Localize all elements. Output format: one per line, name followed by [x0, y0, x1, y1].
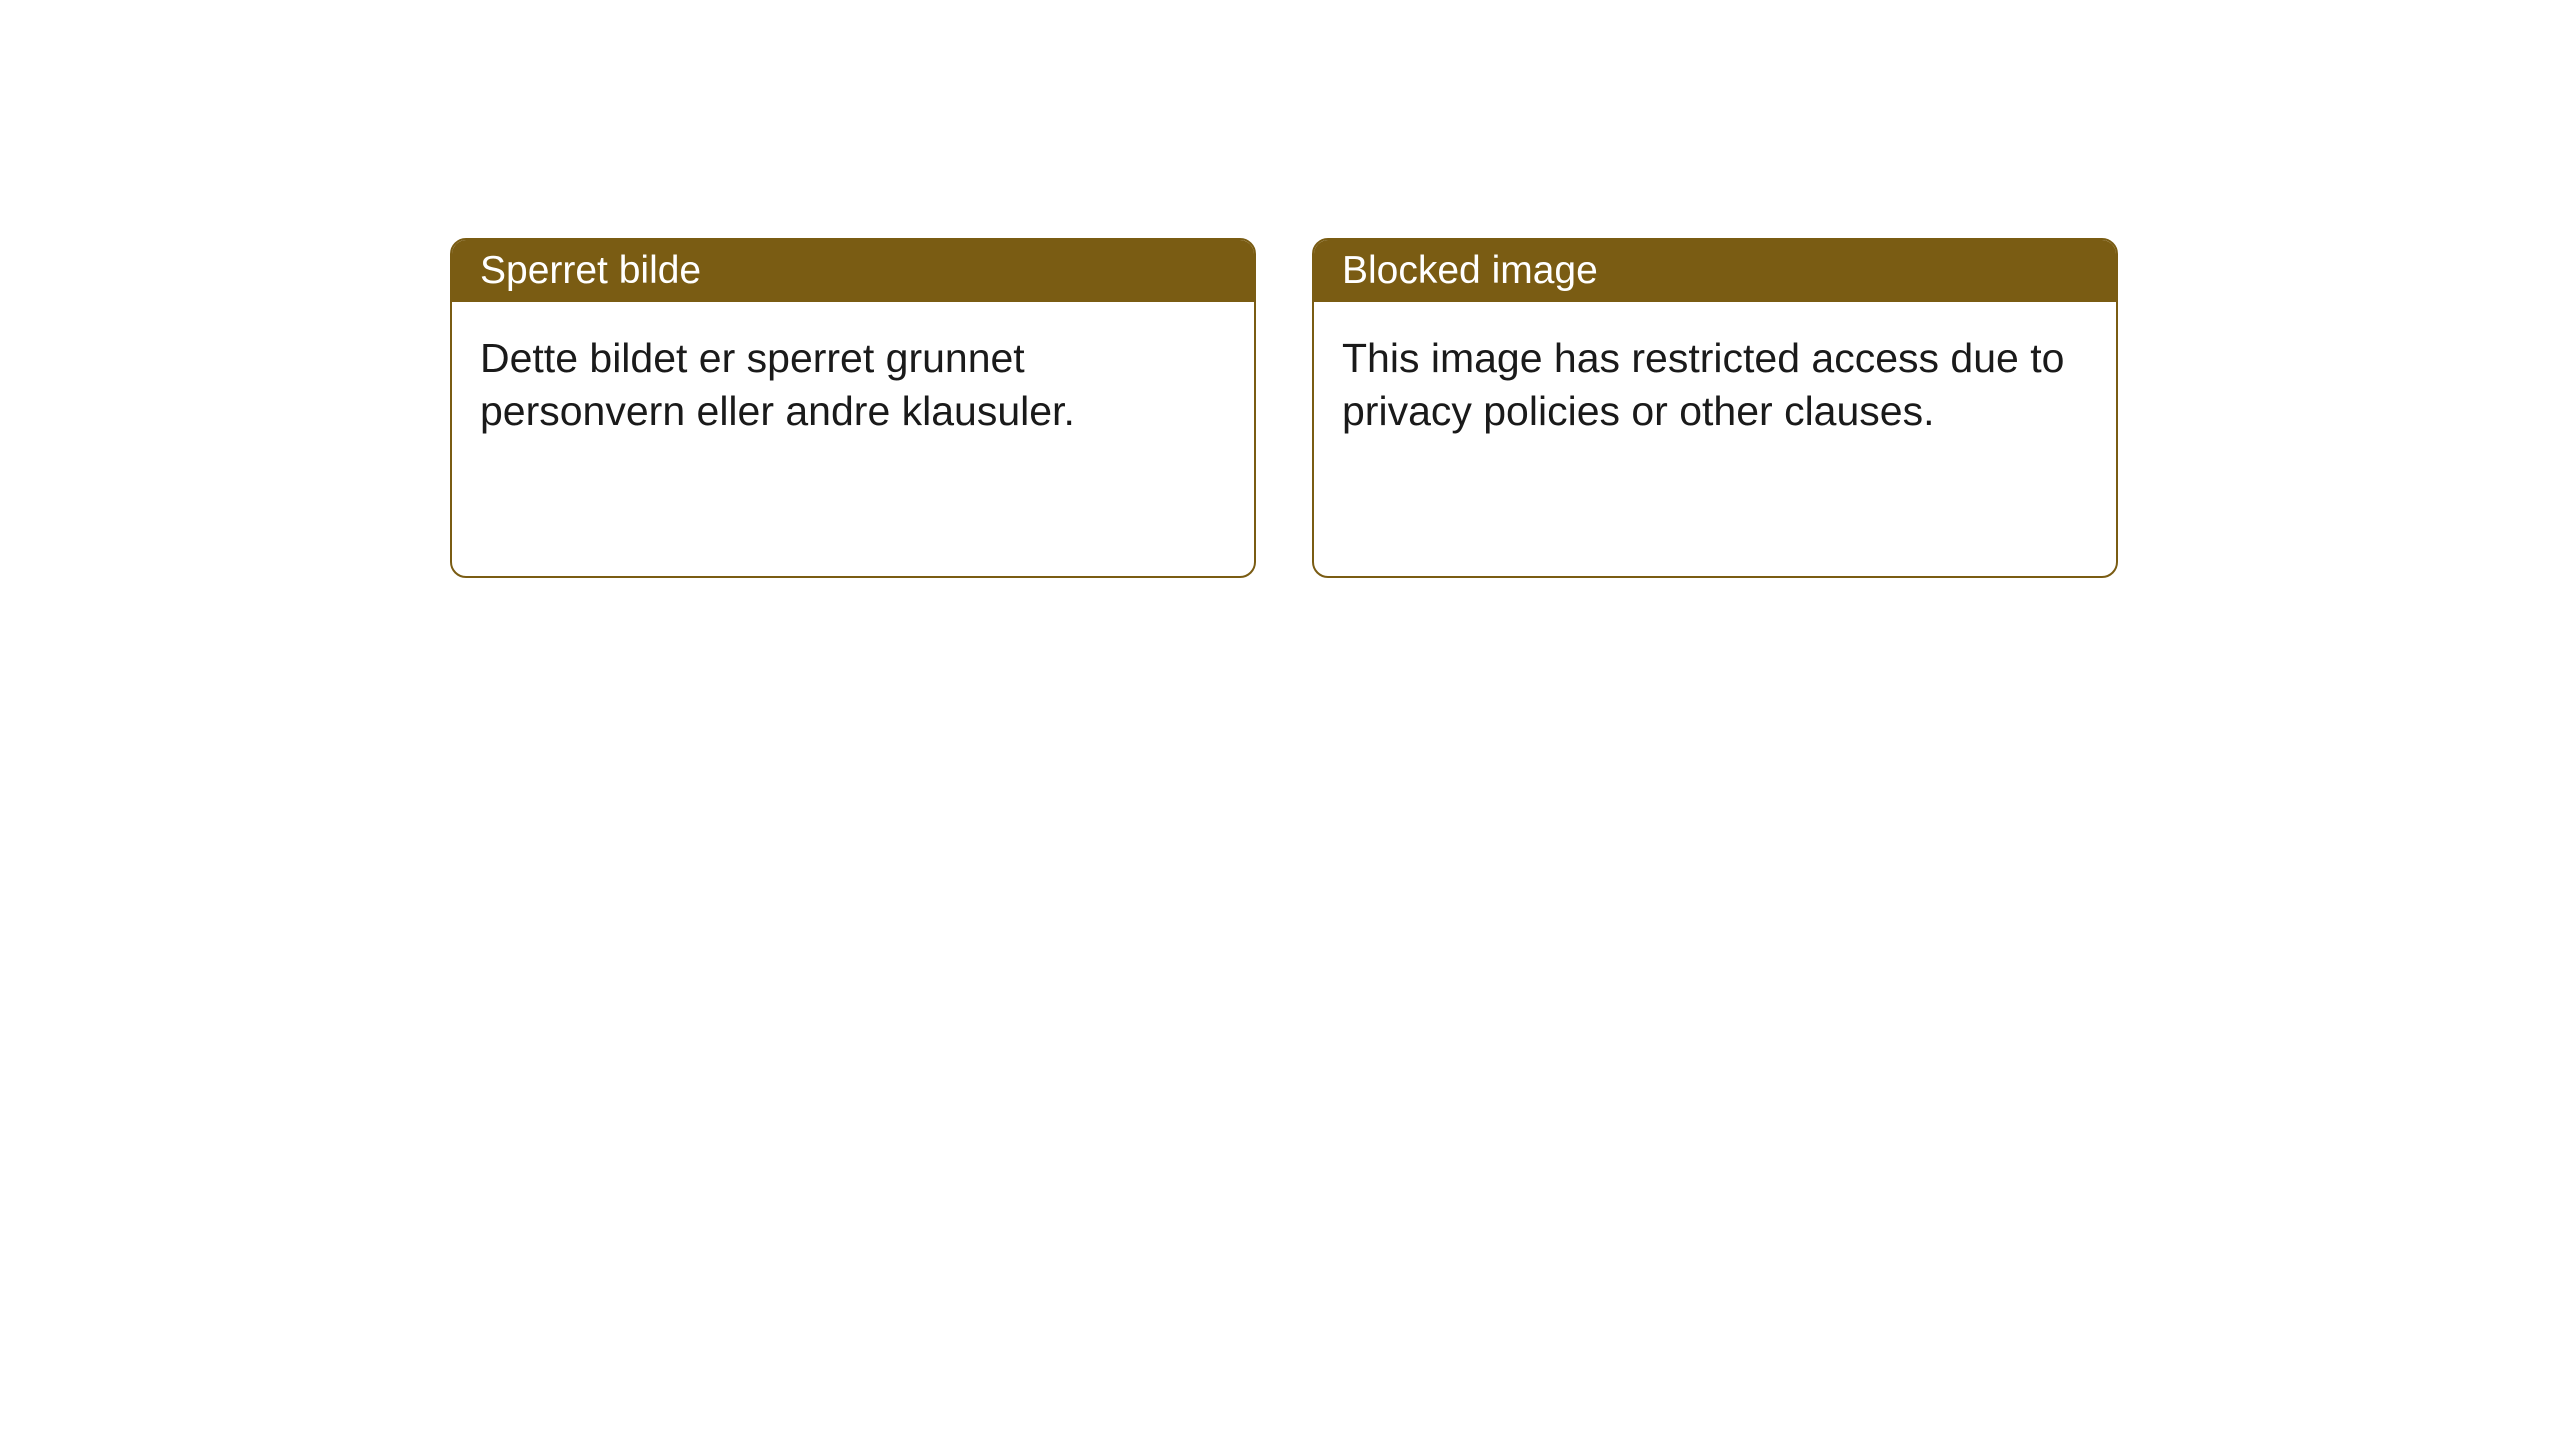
notice-card-english: Blocked image This image has restricted … [1312, 238, 2118, 578]
notice-body-text: Dette bildet er sperret grunnet personve… [480, 335, 1075, 434]
notice-body: Dette bildet er sperret grunnet personve… [452, 302, 1254, 469]
notice-title: Blocked image [1342, 249, 1598, 293]
notice-card-norwegian: Sperret bilde Dette bildet er sperret gr… [450, 238, 1256, 578]
notice-cards-container: Sperret bilde Dette bildet er sperret gr… [450, 238, 2118, 578]
notice-header: Sperret bilde [452, 240, 1254, 302]
notice-body-text: This image has restricted access due to … [1342, 335, 2064, 434]
notice-body: This image has restricted access due to … [1314, 302, 2116, 469]
notice-header: Blocked image [1314, 240, 2116, 302]
notice-title: Sperret bilde [480, 249, 701, 293]
